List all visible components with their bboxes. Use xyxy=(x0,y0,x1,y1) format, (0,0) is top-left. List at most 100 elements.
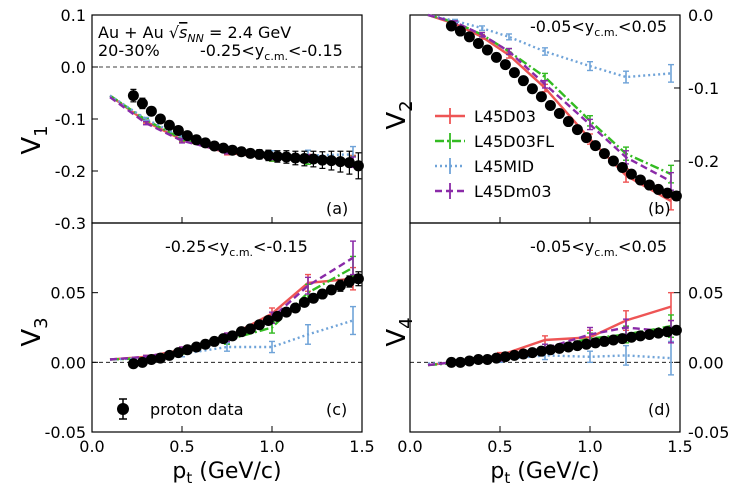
panel-1-data-point xyxy=(325,155,337,167)
panel-4-data-point xyxy=(607,334,619,346)
panel-4-data-point xyxy=(652,327,664,339)
panel-1-data-point xyxy=(145,105,157,117)
panel-3-data-point xyxy=(244,323,256,335)
ylabel-v3: V3 xyxy=(17,317,52,346)
panel-2-data-point xyxy=(616,162,628,174)
panel-2-data-point xyxy=(481,44,493,56)
panel-3-data-point xyxy=(334,280,346,292)
panel-1-ytick-label: 0.0 xyxy=(61,58,86,77)
panel-2-data-point xyxy=(643,179,655,191)
panel-1-data-point xyxy=(298,153,310,165)
panel-1-data-point xyxy=(127,90,139,102)
panel-3-frame xyxy=(91,222,363,433)
panel-3-data-point xyxy=(127,358,139,370)
panel-4-data-point xyxy=(490,352,502,364)
panel-1-data-point xyxy=(253,148,265,160)
panel-2-data-point xyxy=(445,20,457,32)
panel-1-data-point xyxy=(154,113,166,125)
panel-3-xtick-label: 1.5 xyxy=(349,437,374,456)
panel-4-data-point xyxy=(508,349,520,361)
panel-4-data-point xyxy=(535,345,547,357)
legend-label-l45d03: L45D03 xyxy=(474,107,536,126)
panel-2-data-point xyxy=(589,140,601,152)
ylabel-v2: V2 xyxy=(382,100,417,129)
panel-1-data-point xyxy=(262,149,274,161)
panel-2-data-point xyxy=(490,51,502,63)
panel-1-data-point xyxy=(208,140,220,152)
panel-4-data-point xyxy=(517,348,529,360)
panel-3-data-point xyxy=(289,302,301,314)
panel-3-data-point xyxy=(163,349,175,361)
panel-1-data-point xyxy=(280,151,292,163)
panel-4-data-point xyxy=(634,330,646,342)
panel-2-data-point xyxy=(499,59,511,71)
panel-3-xtick-label: 0.0 xyxy=(79,437,104,456)
panel-3-ytick-label: 0.00 xyxy=(50,353,86,372)
legend-label-l45dm03: L45Dm03 xyxy=(474,182,552,201)
panel-2-data-point xyxy=(508,67,520,79)
panel-2-data-point xyxy=(553,108,565,120)
panel-3-ytick-label: 0.05 xyxy=(50,284,86,303)
legend-entry-l45mid: L45MID xyxy=(435,157,534,176)
panel-4-data-point xyxy=(616,333,628,345)
panel-2-data-point xyxy=(670,190,682,202)
panel-1-data-point xyxy=(289,152,301,164)
panel-3-data-point xyxy=(298,296,310,308)
panel-1-data-point xyxy=(190,134,202,146)
panel-1-data-point xyxy=(163,119,175,131)
panel-2-ytick-label: -0.1 xyxy=(688,79,719,98)
panel-3-ytick-label: -0.05 xyxy=(45,423,86,442)
panel-1-data-point xyxy=(226,144,238,156)
panel-4-data-point xyxy=(553,342,565,354)
annotation-rapidity-a: -0.25<yc.m.<-0.15 xyxy=(200,41,343,63)
panel-2-data-point xyxy=(652,183,664,195)
legend-entry-l45d03fl: L45D03FL xyxy=(435,132,554,151)
panel-1-data-point xyxy=(343,157,355,169)
panel-3-data-point xyxy=(280,306,292,318)
panel-3-data-point xyxy=(190,341,202,353)
panel-2-data-point xyxy=(472,37,484,49)
legend-data: proton data xyxy=(117,398,244,420)
panel-2-data-point xyxy=(526,83,538,95)
panel-4-data-point xyxy=(445,356,457,368)
xlabel-left: pt (GeV/c) xyxy=(172,459,281,487)
panel-4-data-point xyxy=(454,356,466,368)
legend-label-l45mid: L45MID xyxy=(474,157,534,176)
panel-2-data-point xyxy=(535,91,547,103)
panel-2-data-point xyxy=(598,148,610,160)
panel-3-data-point xyxy=(181,344,193,356)
panel-2-data-point xyxy=(571,124,583,136)
panel-3-data-point xyxy=(226,330,238,342)
legend-label-l45d03fl: L45D03FL xyxy=(474,132,554,151)
panel-4-data-point xyxy=(463,355,475,367)
panel-1-ytick-label: -0.3 xyxy=(55,214,86,233)
panel-3-data-point xyxy=(136,356,148,368)
annotation-rapidity-d: -0.05<yc.m.<0.05 xyxy=(530,237,667,259)
panel-4-xtick-label: 0.5 xyxy=(487,437,512,456)
panel-4-data-point xyxy=(670,324,682,336)
panel-4-ytick-label: 0.05 xyxy=(688,284,724,303)
panel-1-data-point xyxy=(271,150,283,162)
panel-3-data-point xyxy=(271,310,283,322)
panel-3-xtick-label: 1.0 xyxy=(259,437,284,456)
panel-4-xtick-label: 1.0 xyxy=(577,437,602,456)
annotation-centrality: 20-30% xyxy=(98,41,160,60)
panel-label-d: (d) xyxy=(648,400,671,419)
panel-2-curve-l45mid xyxy=(427,13,672,79)
panel-4-data-point xyxy=(598,335,610,347)
panel-4-data-point xyxy=(625,331,637,343)
panel-2-ytick-label: 0.0 xyxy=(688,6,713,25)
panel-3-data-point xyxy=(316,288,328,300)
panel-3-data-point xyxy=(235,326,247,338)
panel-4-data-point xyxy=(472,354,484,366)
panel-3-data-point xyxy=(145,354,157,366)
panel-1-data-point xyxy=(316,154,328,166)
panel-3-data-point xyxy=(352,273,364,285)
panel-1-data-point xyxy=(199,137,211,149)
panel-4-data-point xyxy=(481,354,493,366)
ylabel-v1: V1 xyxy=(17,125,52,154)
panel-label-a: (a) xyxy=(326,199,348,218)
annotation-collision: Au + Au √sNN = 2.4 GeV xyxy=(98,23,291,45)
panel-3-data-point xyxy=(307,292,319,304)
